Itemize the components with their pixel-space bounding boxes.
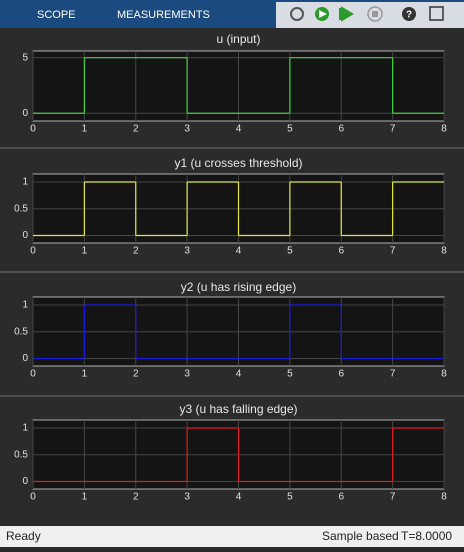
x-tick-label: 2 — [133, 369, 139, 380]
y-tick-label: 0.5 — [14, 326, 28, 337]
x-tick-label: 1 — [82, 246, 88, 257]
help-icon: ? — [406, 10, 412, 21]
x-tick-label: 0 — [30, 492, 36, 503]
undock-button[interactable] — [429, 6, 444, 21]
x-tick-label: 4 — [236, 369, 242, 380]
y-tick-label: 0 — [22, 108, 28, 119]
status-ready: Ready — [6, 529, 41, 543]
plot-title: u (input) — [216, 32, 260, 46]
tab-scope[interactable]: SCOPE — [37, 9, 76, 21]
x-tick-label: 6 — [338, 124, 344, 135]
x-tick-label: 3 — [184, 124, 190, 135]
x-tick-label: 3 — [184, 369, 190, 380]
x-tick-label: 1 — [82, 369, 88, 380]
x-tick-label: 8 — [441, 369, 447, 380]
x-tick-label: 0 — [30, 124, 36, 135]
y-tick-label: 0 — [22, 230, 28, 241]
x-tick-label: 2 — [133, 492, 139, 503]
x-tick-label: 6 — [338, 369, 344, 380]
x-tick-label: 4 — [236, 492, 242, 503]
x-tick-label: 5 — [287, 246, 293, 257]
x-tick-label: 2 — [133, 124, 139, 135]
plot-title: y1 (u crosses threshold) — [174, 156, 302, 170]
x-tick-label: 1 — [82, 492, 88, 503]
x-tick-label: 7 — [390, 246, 396, 257]
x-tick-label: 5 — [287, 369, 293, 380]
help-button[interactable] — [402, 7, 416, 21]
run-icon — [319, 10, 327, 18]
x-tick-label: 3 — [184, 492, 190, 503]
tab-measurements[interactable]: MEASUREMENTS — [117, 9, 210, 21]
x-tick-label: 0 — [30, 369, 36, 380]
stop-icon — [372, 11, 378, 17]
y-tick-label: 1 — [22, 423, 28, 434]
x-tick-label: 7 — [390, 124, 396, 135]
toolbar-buttons — [276, 2, 464, 28]
x-tick-label: 7 — [390, 492, 396, 503]
x-tick-label: 8 — [441, 246, 447, 257]
y-tick-label: 0.5 — [14, 203, 28, 214]
stop-button[interactable] — [367, 6, 383, 22]
x-tick-label: 0 — [30, 246, 36, 257]
y-tick-label: 0 — [22, 353, 28, 364]
y-tick-label: 0 — [22, 476, 28, 487]
x-tick-label: 7 — [390, 369, 396, 380]
x-tick-label: 4 — [236, 124, 242, 135]
x-tick-label: 1 — [82, 124, 88, 135]
x-tick-label: 6 — [338, 246, 344, 257]
step-button[interactable] — [339, 6, 354, 22]
x-tick-label: 5 — [287, 492, 293, 503]
status-mode: Sample based — [322, 529, 399, 543]
x-tick-label: 5 — [287, 124, 293, 135]
plot-title: y2 (u has rising edge) — [181, 280, 296, 294]
x-tick-label: 2 — [133, 246, 139, 257]
x-tick-label: 3 — [184, 246, 190, 257]
x-tick-label: 4 — [236, 246, 242, 257]
y-tick-label: 0.5 — [14, 449, 28, 460]
y-tick-label: 1 — [22, 177, 28, 188]
x-tick-label: 8 — [441, 492, 447, 503]
settings-button[interactable] — [290, 7, 304, 21]
y-tick-label: 5 — [22, 52, 28, 63]
status-time: T=8.0000 — [401, 529, 452, 543]
status-bar — [0, 526, 464, 547]
plot-title: y3 (u has falling edge) — [179, 402, 297, 416]
x-tick-label: 6 — [338, 492, 344, 503]
y-tick-label: 1 — [22, 300, 28, 311]
x-tick-label: 8 — [441, 124, 447, 135]
